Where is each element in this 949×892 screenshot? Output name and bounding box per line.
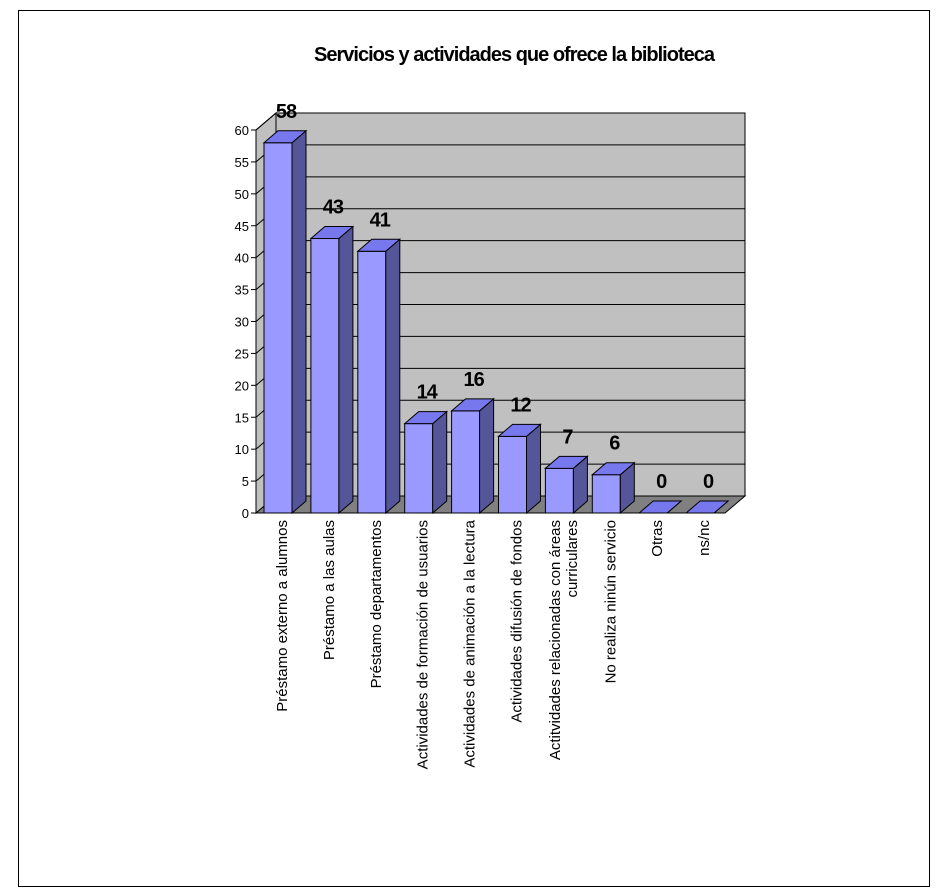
bar-top xyxy=(684,500,730,514)
y-tick-label: 15 xyxy=(235,410,249,425)
y-tick-label: 10 xyxy=(235,442,249,457)
bar-front xyxy=(498,435,527,514)
data-label: 14 xyxy=(417,382,439,404)
x-category-label: Préstamo a las aulas xyxy=(321,520,338,660)
bar-2 xyxy=(309,225,355,515)
bar-1 xyxy=(262,129,308,515)
bar-4 xyxy=(403,410,449,515)
bar-side xyxy=(338,225,354,515)
bar-top xyxy=(544,455,589,469)
data-label: 7 xyxy=(562,426,573,448)
data-label: 16 xyxy=(463,369,484,391)
bar-side xyxy=(526,423,541,515)
x-category-label-line: Préstamo a las aulas xyxy=(321,520,338,660)
bar-side xyxy=(432,410,448,515)
x-category-label: Actividades de formación de usuarios xyxy=(415,520,432,769)
bar-7 xyxy=(544,455,589,515)
bar-side xyxy=(291,129,307,515)
bar-3 xyxy=(356,238,402,515)
x-category-label: ns/nc xyxy=(696,520,713,556)
bar-6 xyxy=(497,423,542,515)
bar-top xyxy=(262,130,308,144)
x-category-label: Préstamo externo a alumnos xyxy=(274,520,291,712)
bar-front xyxy=(404,423,434,514)
x-category-label-line: Actividades de formación de usuarios xyxy=(415,520,432,769)
x-category-label-line: Otras xyxy=(649,520,666,557)
bar-top xyxy=(309,226,355,240)
bar-top xyxy=(497,423,542,437)
chart-title: Servicios y actividades que ofrece la bi… xyxy=(314,44,715,66)
x-category-label-line: Actividades de animación a la lectura xyxy=(462,519,479,767)
y-tick-label: 20 xyxy=(235,378,249,393)
y-tick-label: 60 xyxy=(235,123,249,138)
bar-top xyxy=(450,398,495,412)
bar-side xyxy=(479,397,495,515)
bar-10 xyxy=(684,500,730,514)
x-category-label-line: Actitvidades relacionadas con áreas xyxy=(547,520,564,760)
y-tick-label: 0 xyxy=(242,506,249,521)
data-label: 0 xyxy=(656,471,667,493)
bar-front xyxy=(263,142,293,514)
y-tick-label: 45 xyxy=(235,219,249,234)
x-category-label-line: No realiza ninún servicio xyxy=(602,520,619,683)
x-category-label: Préstamo departamentos xyxy=(368,520,385,688)
bar-top xyxy=(356,238,402,252)
bar-top xyxy=(403,411,449,425)
x-category-label: Actitvidades relacionadas con áreascurri… xyxy=(547,520,581,760)
bar-front xyxy=(310,238,340,514)
x-category-label-line: Préstamo externo a alumnos xyxy=(274,520,291,712)
bar-front xyxy=(451,410,481,514)
data-label: 41 xyxy=(370,209,391,231)
data-label: 0 xyxy=(703,471,714,493)
x-category-label-line: Préstamo departamentos xyxy=(368,520,385,688)
bar-top xyxy=(637,500,683,514)
gridline xyxy=(255,112,745,131)
x-category-label-line: curriculares xyxy=(564,520,581,598)
x-category-label: Otras xyxy=(649,520,666,557)
data-label: 58 xyxy=(276,101,297,123)
bar-side xyxy=(385,238,401,515)
y-tick-label: 5 xyxy=(242,474,249,489)
data-label: 12 xyxy=(510,394,531,416)
x-category-label-line: ns/nc xyxy=(696,520,713,556)
y-tick-label: 55 xyxy=(235,155,249,170)
x-category-label-line: Actividades difusión de fondos xyxy=(509,520,526,723)
y-tick-label: 50 xyxy=(235,187,249,202)
y-tick-label: 25 xyxy=(235,346,249,361)
x-category-label: Actividades difusión de fondos xyxy=(509,520,526,723)
x-category-label: Actividades de animación a la lectura xyxy=(462,519,479,767)
data-label: 6 xyxy=(609,433,620,455)
bar-front xyxy=(591,474,621,514)
bar-top xyxy=(590,462,636,476)
x-category-label: No realiza ninún servicio xyxy=(602,520,619,683)
y-tick-label: 30 xyxy=(235,315,249,330)
bar-front xyxy=(357,250,387,514)
bar-front xyxy=(544,467,574,514)
data-label: 43 xyxy=(323,197,344,219)
y-tick-label: 40 xyxy=(235,251,249,266)
bar-9 xyxy=(637,500,683,514)
bar-5 xyxy=(450,397,495,515)
bar-8 xyxy=(590,461,636,515)
y-tick-label: 35 xyxy=(235,283,249,298)
